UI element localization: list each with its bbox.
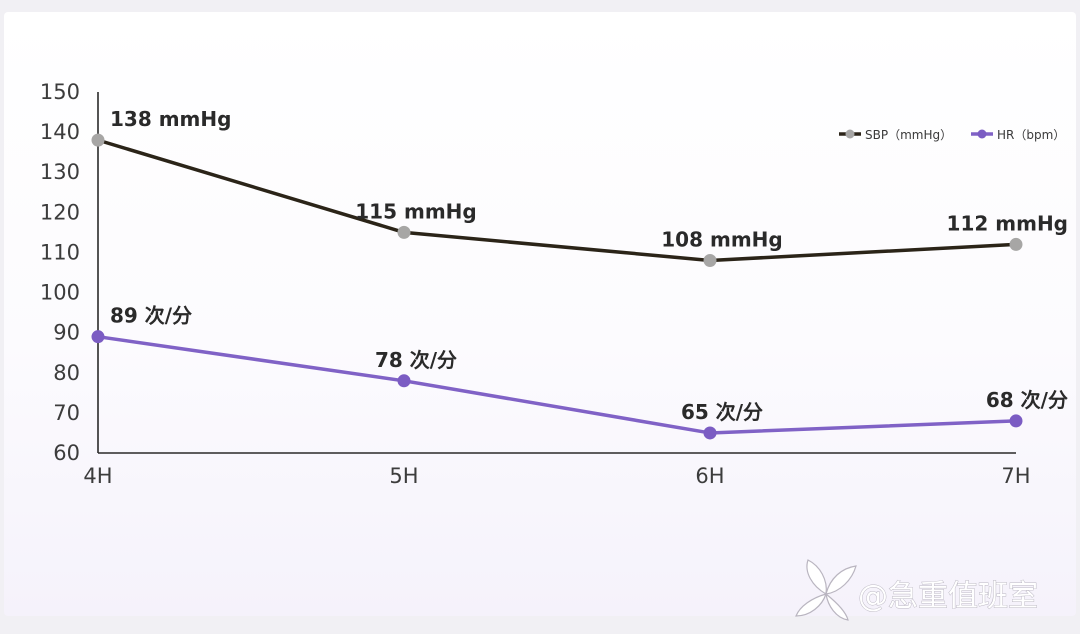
- watermark-text: @急重值班室: [858, 579, 1038, 614]
- watermark: @急重值班室: [795, 559, 1038, 621]
- legend: SBP（mmHg） HR（bpm）: [839, 128, 1065, 142]
- legend-item-sbp: SBP（mmHg）: [839, 128, 952, 142]
- sbp-data-label-4h: 138 mmHg: [110, 107, 231, 131]
- chart-card: [4, 12, 1076, 616]
- hr-point-4h: [91, 330, 105, 344]
- y-tick-label-70: 70: [53, 401, 80, 425]
- x-tick-label-7h: 7H: [1001, 464, 1030, 488]
- sbp-data-label-5h: 115 mmHg: [355, 199, 476, 223]
- data-labels: 138 mmHg 115 mmHg 108 mmHg 112 mmHg 89 次/分 78…: [110, 107, 1068, 424]
- sbp-point-4h: [91, 133, 105, 147]
- y-tick-label-110: 110: [40, 240, 80, 264]
- y-tick-label-150: 150: [40, 80, 80, 104]
- x-tick-label-4h: 4H: [83, 464, 112, 488]
- hr-data-label-7h: 68 次/分: [986, 388, 1068, 412]
- sbp-data-label-7h: 112 mmHg: [947, 211, 1068, 235]
- hr-point-7h: [1009, 414, 1023, 428]
- axes: [97, 92, 1016, 454]
- y-tick-label-80: 80: [53, 361, 80, 385]
- x-tick-label-5h: 5H: [389, 464, 418, 488]
- hr-data-label-5h: 78 次/分: [375, 348, 457, 372]
- sbp-point-5h: [397, 225, 411, 239]
- y-tick-labels: 60 70 80 90 100 110 120 130 140 150: [40, 80, 80, 465]
- y-tick-label-130: 130: [40, 160, 80, 184]
- legend-sbp-label: SBP（mmHg）: [865, 128, 952, 142]
- x-tick-labels: 4H 5H 6H 7H: [83, 464, 1030, 488]
- sbp-data-label-6h: 108 mmHg: [661, 227, 782, 251]
- sbp-point-7h: [1009, 237, 1023, 251]
- y-tick-label-90: 90: [53, 321, 80, 345]
- series: [91, 133, 1023, 440]
- hr-point-6h: [703, 426, 717, 440]
- hr-point-5h: [397, 374, 411, 388]
- sbp-point-6h: [703, 253, 717, 267]
- legend-hr-label: HR（bpm）: [997, 128, 1065, 142]
- y-tick-label-140: 140: [40, 120, 80, 144]
- legend-item-hr: HR（bpm）: [971, 128, 1065, 142]
- y-tick-label-60: 60: [53, 441, 80, 465]
- sbp-series-line: [96, 138, 1018, 263]
- hr-series-line: [96, 334, 1018, 435]
- leaf-logo-icon: [795, 559, 857, 621]
- x-tick-label-6h: 6H: [695, 464, 724, 488]
- y-tick-label-120: 120: [40, 200, 80, 224]
- hr-data-label-4h: 89 次/分: [110, 304, 192, 328]
- hr-data-label-6h: 65 次/分: [681, 400, 763, 424]
- legend-sbp-marker-swatch: [845, 129, 855, 139]
- y-tick-label-100: 100: [40, 281, 80, 305]
- legend-hr-marker-swatch: [977, 129, 987, 139]
